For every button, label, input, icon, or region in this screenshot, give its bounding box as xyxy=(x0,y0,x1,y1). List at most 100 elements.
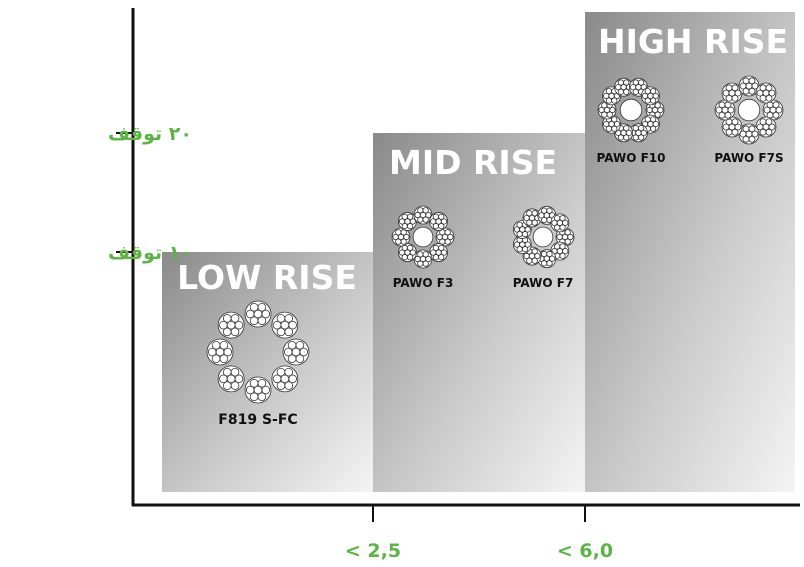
rope-wire xyxy=(651,106,659,114)
rope-label: PAWO F7 xyxy=(513,276,574,290)
rope-wire xyxy=(647,121,654,128)
rope-label: PAWO F7S xyxy=(714,151,783,165)
rope-wire xyxy=(608,92,615,99)
rope-wire xyxy=(219,340,229,350)
rope-wire xyxy=(531,210,538,217)
rope-wire xyxy=(556,248,563,255)
rope-wire xyxy=(519,241,526,248)
y-label: ۱۰ توقف xyxy=(108,242,192,264)
rope-wire xyxy=(280,320,290,330)
rope-wire xyxy=(728,89,736,97)
rope-wire xyxy=(617,88,624,95)
rope-wire xyxy=(249,392,259,402)
rope-wire xyxy=(444,229,451,236)
rope-wire xyxy=(772,101,780,109)
rope-wire xyxy=(211,354,221,364)
x-label: < 6,0 xyxy=(557,540,613,562)
rope-wire xyxy=(531,248,538,255)
rope-wire xyxy=(284,314,294,323)
rope-wire xyxy=(276,327,286,337)
rope-wire xyxy=(762,89,770,97)
rope-wire xyxy=(731,118,739,126)
rope-wire xyxy=(546,207,553,214)
rope-wire xyxy=(519,226,526,233)
rope-wire xyxy=(601,111,608,118)
rope-wire xyxy=(748,77,756,85)
rope-wire xyxy=(728,123,736,131)
rope-wire xyxy=(528,214,536,222)
x-label: < 2,5 xyxy=(345,540,401,562)
rope-wire xyxy=(401,254,408,261)
rope-wire xyxy=(404,218,411,225)
rope-wire xyxy=(725,128,733,136)
rope-wire xyxy=(401,223,408,230)
rope-wire xyxy=(438,213,445,220)
rope-wire xyxy=(546,250,553,258)
rope-wire xyxy=(611,116,618,123)
rope-wire xyxy=(725,94,733,102)
rope-wire xyxy=(230,314,240,323)
rope-wire xyxy=(541,216,548,224)
rope-wire xyxy=(222,381,232,390)
step-title: MID RISE xyxy=(389,143,557,182)
rope-wire xyxy=(432,254,439,261)
rope-wire xyxy=(516,246,523,253)
rope-wire xyxy=(284,367,294,377)
rope-wire xyxy=(395,238,402,245)
rope-wire xyxy=(654,102,661,109)
rope-label: PAWO F10 xyxy=(597,151,666,165)
rope-wire xyxy=(280,374,290,384)
rope-wire xyxy=(650,116,657,123)
rope-wire xyxy=(526,219,533,226)
rope-wire xyxy=(543,212,550,219)
rope-wire xyxy=(257,378,267,388)
rope-wire xyxy=(441,233,449,241)
rope-wire xyxy=(759,94,767,102)
low-rise-box xyxy=(162,252,373,492)
rope-wire xyxy=(526,257,533,264)
rope-wire xyxy=(559,243,566,250)
rope-wire xyxy=(226,320,236,330)
mid-rise-box xyxy=(373,133,585,492)
rope-wire xyxy=(419,211,427,219)
rope-wire xyxy=(742,135,750,143)
step-title: HIGH RISE xyxy=(598,22,788,61)
rope-core xyxy=(412,226,434,248)
rope-wire xyxy=(647,92,654,99)
rope-label: F819 S-FC xyxy=(218,412,297,428)
rope-wire xyxy=(404,249,411,256)
rope-wire xyxy=(605,125,612,132)
rope-wire xyxy=(623,125,630,132)
rope-wire xyxy=(554,224,561,231)
rope-wire xyxy=(422,251,429,258)
rope-wire xyxy=(620,84,627,91)
rope-wire xyxy=(605,97,612,104)
rope-wire xyxy=(397,233,405,241)
rope-wire xyxy=(759,128,767,136)
rope-wire xyxy=(276,381,286,390)
rope-wire xyxy=(638,79,645,86)
rope-wire xyxy=(769,106,777,114)
rope-wire xyxy=(422,207,429,214)
rope-wire xyxy=(623,79,630,86)
rope-core xyxy=(737,98,761,122)
rope-wire xyxy=(564,229,571,236)
rope-wire xyxy=(644,97,651,104)
rope-core xyxy=(532,226,554,248)
rope-core xyxy=(619,98,643,122)
rope-wire xyxy=(222,327,232,337)
rope-wire xyxy=(257,302,267,312)
rope-wire xyxy=(731,84,739,92)
rope-wire xyxy=(543,255,550,262)
rope-wire xyxy=(291,347,301,357)
rope-wire xyxy=(608,121,615,128)
rope-wire xyxy=(632,88,639,95)
rope-wire xyxy=(638,125,645,132)
rope-wire xyxy=(617,134,624,141)
rope-wire xyxy=(745,130,753,138)
rope-wire xyxy=(419,255,427,263)
rope-wire xyxy=(253,385,263,395)
rope-wire xyxy=(762,123,770,131)
rope-label: PAWO F3 xyxy=(393,276,454,290)
